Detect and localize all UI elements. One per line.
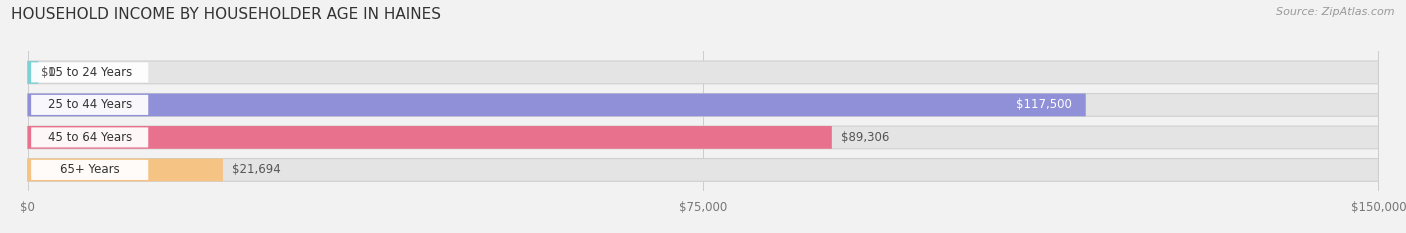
Text: Source: ZipAtlas.com: Source: ZipAtlas.com [1277, 7, 1395, 17]
Text: $21,694: $21,694 [232, 163, 281, 176]
Text: HOUSEHOLD INCOME BY HOUSEHOLDER AGE IN HAINES: HOUSEHOLD INCOME BY HOUSEHOLDER AGE IN H… [11, 7, 441, 22]
FancyBboxPatch shape [31, 160, 148, 180]
Text: $89,306: $89,306 [841, 131, 889, 144]
FancyBboxPatch shape [28, 126, 1378, 149]
FancyBboxPatch shape [31, 62, 148, 82]
FancyBboxPatch shape [28, 93, 1085, 116]
FancyBboxPatch shape [31, 95, 148, 115]
FancyBboxPatch shape [28, 61, 38, 84]
FancyBboxPatch shape [31, 127, 148, 147]
Text: $117,500: $117,500 [1017, 98, 1073, 111]
FancyBboxPatch shape [28, 158, 224, 181]
Text: 65+ Years: 65+ Years [60, 163, 120, 176]
Text: $0: $0 [41, 66, 56, 79]
FancyBboxPatch shape [28, 158, 1378, 181]
FancyBboxPatch shape [28, 126, 832, 149]
FancyBboxPatch shape [28, 61, 1378, 84]
Text: 15 to 24 Years: 15 to 24 Years [48, 66, 132, 79]
FancyBboxPatch shape [28, 93, 1378, 116]
Text: 25 to 44 Years: 25 to 44 Years [48, 98, 132, 111]
Text: 45 to 64 Years: 45 to 64 Years [48, 131, 132, 144]
